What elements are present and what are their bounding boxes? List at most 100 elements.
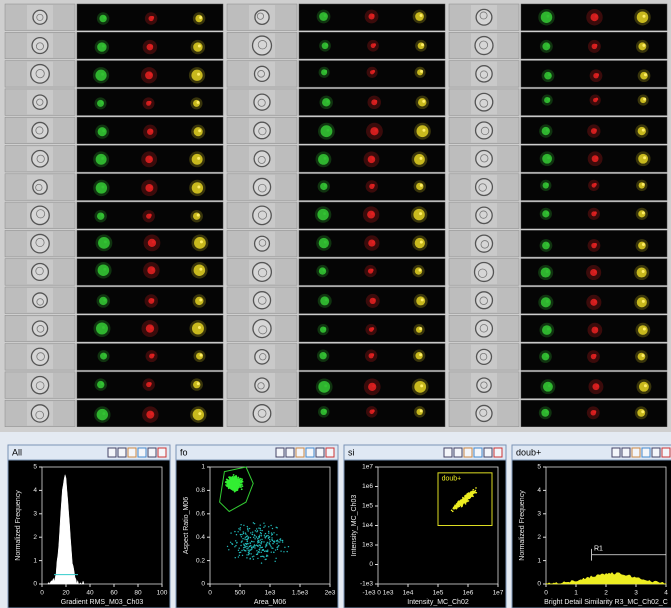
fluor-spot (152, 240, 155, 243)
fluor-blob (637, 409, 645, 417)
fluor-spot (545, 410, 548, 413)
scatter-dot (250, 545, 251, 546)
toolbar-button[interactable] (286, 448, 294, 457)
scatter-dot (254, 534, 255, 535)
cell-outline (476, 405, 492, 421)
toolbar-button[interactable] (652, 448, 660, 457)
fluor-spot (103, 298, 106, 301)
fluor-blob (542, 42, 550, 50)
toolbar-button[interactable] (474, 448, 482, 457)
scatter-dot (267, 555, 268, 556)
fluor-spot (594, 300, 597, 303)
fluor-blob (637, 297, 647, 307)
fluor-blob (194, 264, 206, 276)
fluor-spot (546, 300, 549, 303)
toolbar-button[interactable] (464, 448, 472, 457)
toolbar-button[interactable] (642, 448, 650, 457)
scatter-dot (231, 488, 233, 490)
scatter-dot (473, 489, 475, 491)
x-tick-label: 500 (235, 590, 246, 597)
fluor-blob (638, 242, 646, 250)
fluor-blob (318, 154, 329, 165)
fluor-blob (193, 409, 204, 420)
scatter-dot (236, 486, 238, 488)
toolbar-button[interactable] (484, 448, 492, 457)
fluor-blob (638, 154, 648, 164)
scatter-dot (246, 548, 247, 549)
toolbar-button[interactable] (148, 448, 156, 457)
fluor-spot (545, 354, 548, 357)
fluor-spot (373, 43, 376, 46)
toolbar-button[interactable] (444, 448, 452, 457)
cell-outline (254, 151, 270, 167)
scatter-dot (236, 542, 237, 543)
scatter-dot (241, 541, 242, 542)
scatter-dot (260, 528, 261, 529)
toolbar-button[interactable] (276, 448, 284, 457)
scatter-dot (283, 551, 284, 552)
scatter-dot (239, 555, 240, 556)
scatter-dot (277, 549, 278, 550)
fluor-spot (150, 412, 153, 415)
scatter-dot (247, 528, 248, 529)
scatter-dot (233, 474, 235, 476)
toolbar-button[interactable] (138, 448, 146, 457)
fluor-spot (595, 98, 598, 101)
scatter-dot (470, 493, 472, 495)
toolbar-button[interactable] (326, 448, 334, 457)
fluor-blob (97, 42, 106, 51)
scatter-dot (272, 534, 273, 535)
scatter-dot (263, 541, 264, 542)
cell-outline (476, 292, 493, 309)
fluor-blob (98, 237, 110, 249)
scatter-dot (255, 530, 256, 531)
cell-outline (32, 150, 49, 167)
scatter-dot (279, 541, 280, 542)
toolbar-button[interactable] (118, 448, 126, 457)
scatter-dot (271, 539, 272, 540)
scatter-dot (261, 539, 262, 540)
toolbar-button[interactable] (158, 448, 166, 457)
scatter-dot (265, 559, 266, 560)
toolbar-button[interactable] (296, 448, 304, 457)
toolbar-button[interactable] (662, 448, 670, 457)
scatter-dot (466, 498, 468, 500)
fluor-blob (145, 155, 153, 163)
fluor-spot (149, 157, 152, 160)
fluor-spot (324, 241, 327, 244)
scatter-dot (257, 558, 258, 559)
fluor-spot (151, 298, 154, 301)
cell-outline (253, 292, 270, 309)
scatter-dot (254, 538, 255, 539)
fluor-spot (596, 384, 599, 387)
cell-outline (476, 207, 492, 223)
toolbar-button[interactable] (612, 448, 620, 457)
fluor-blob (417, 125, 429, 137)
y-tick-label: 2 (33, 534, 37, 541)
fluor-spot (150, 45, 153, 48)
toolbar-button[interactable] (316, 448, 324, 457)
scatter-dot (233, 480, 235, 482)
y-tick-label: 0 (33, 581, 37, 588)
scatter-dot (253, 559, 254, 560)
scatter-dot (234, 491, 236, 493)
scatter-dot (260, 556, 261, 557)
toolbar-button[interactable] (494, 448, 502, 457)
scatter-dot (240, 534, 241, 535)
scatter-dot (260, 539, 261, 540)
fluor-spot (421, 43, 424, 46)
scatter-dot (275, 549, 276, 550)
scatter-dot (271, 547, 272, 548)
fluor-spot (197, 157, 200, 160)
toolbar-button[interactable] (454, 448, 462, 457)
scatter-dot (241, 534, 242, 535)
cell-outline (253, 405, 271, 423)
toolbar-button[interactable] (622, 448, 630, 457)
toolbar-button[interactable] (632, 448, 640, 457)
scatter-dot (264, 525, 265, 526)
toolbar-button[interactable] (128, 448, 136, 457)
fluor-spot (200, 354, 203, 357)
toolbar-button[interactable] (306, 448, 314, 457)
scatter-dot (234, 531, 235, 532)
toolbar-button[interactable] (108, 448, 116, 457)
